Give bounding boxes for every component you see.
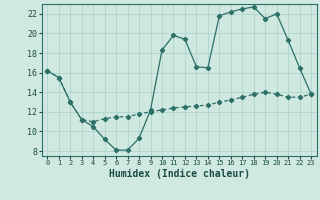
X-axis label: Humidex (Indice chaleur): Humidex (Indice chaleur) [109, 169, 250, 179]
